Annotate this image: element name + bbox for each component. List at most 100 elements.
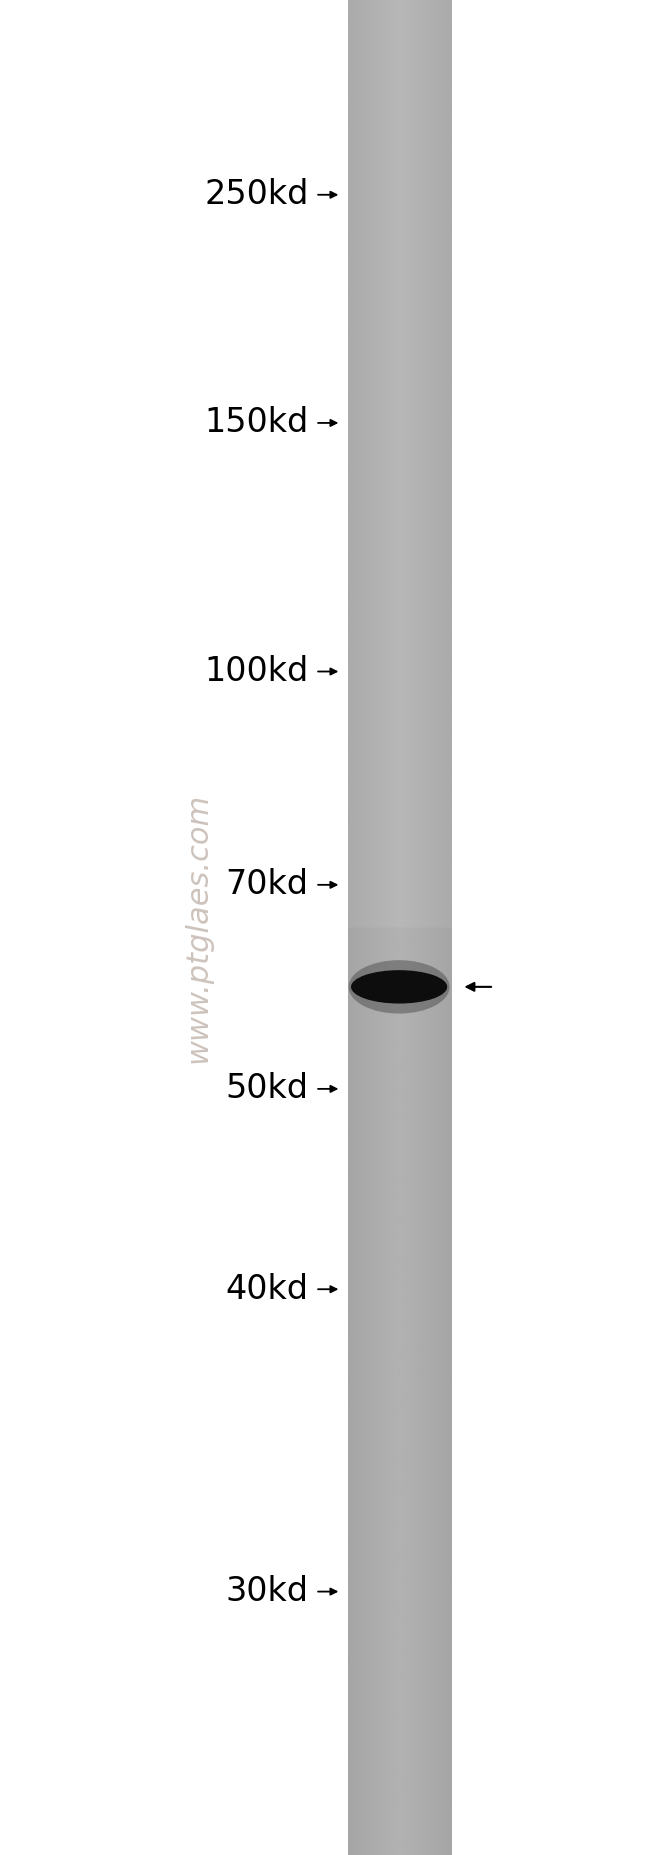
Point bbox=[365, 1183, 375, 1213]
Point bbox=[445, 1542, 455, 1571]
Point bbox=[347, 976, 358, 1005]
Point bbox=[364, 1831, 374, 1855]
Point bbox=[355, 280, 365, 310]
Point bbox=[374, 1430, 384, 1460]
Point bbox=[407, 1070, 417, 1100]
Point bbox=[415, 1319, 426, 1349]
Point bbox=[357, 1015, 367, 1044]
Point bbox=[352, 1482, 362, 1512]
Point bbox=[439, 1215, 449, 1245]
Point bbox=[373, 269, 384, 299]
Point bbox=[391, 1324, 402, 1354]
Point bbox=[400, 1106, 410, 1135]
Point bbox=[405, 929, 415, 959]
Point bbox=[365, 909, 375, 939]
Point bbox=[398, 755, 408, 785]
Point bbox=[440, 1211, 450, 1241]
Point bbox=[353, 61, 363, 91]
Point bbox=[349, 406, 359, 436]
Point bbox=[405, 479, 415, 508]
Point bbox=[439, 714, 450, 744]
Point bbox=[384, 1538, 394, 1567]
Point bbox=[385, 890, 395, 920]
Point bbox=[400, 1269, 411, 1298]
Point bbox=[369, 879, 379, 909]
Point bbox=[383, 317, 393, 347]
Point bbox=[383, 1048, 393, 1078]
Point bbox=[387, 955, 398, 985]
Point bbox=[374, 22, 384, 52]
Point bbox=[384, 1269, 395, 1298]
Point bbox=[437, 482, 447, 512]
Point bbox=[369, 1529, 380, 1558]
Point bbox=[351, 1291, 361, 1321]
Point bbox=[400, 887, 411, 916]
Point bbox=[424, 349, 434, 378]
Point bbox=[387, 419, 398, 449]
Point bbox=[445, 714, 455, 744]
Point bbox=[447, 848, 457, 877]
Point bbox=[419, 629, 429, 659]
Point bbox=[398, 1816, 408, 1846]
Point bbox=[350, 456, 360, 486]
Point bbox=[411, 1356, 422, 1386]
Point bbox=[344, 386, 355, 416]
Point bbox=[391, 1590, 401, 1619]
Point bbox=[412, 1801, 423, 1831]
Point bbox=[385, 1478, 396, 1508]
Point bbox=[444, 1499, 454, 1529]
Point bbox=[439, 460, 449, 490]
Point bbox=[445, 180, 456, 210]
Point bbox=[409, 1475, 419, 1504]
Point bbox=[410, 1499, 421, 1529]
Point bbox=[375, 466, 385, 495]
Point bbox=[357, 1256, 367, 1286]
Point bbox=[410, 399, 420, 429]
Point bbox=[364, 24, 374, 54]
Point bbox=[406, 1554, 416, 1584]
Point bbox=[370, 1106, 381, 1135]
Point bbox=[421, 410, 432, 440]
Point bbox=[424, 787, 434, 816]
Point bbox=[383, 1781, 393, 1810]
Point bbox=[410, 76, 421, 106]
Point bbox=[351, 1298, 361, 1328]
Point bbox=[400, 694, 410, 723]
Point bbox=[432, 1701, 442, 1731]
Point bbox=[426, 842, 437, 872]
Point bbox=[352, 579, 363, 608]
Point bbox=[379, 11, 389, 41]
Point bbox=[402, 141, 413, 171]
Point bbox=[411, 952, 421, 981]
Point bbox=[402, 1104, 412, 1133]
Point bbox=[377, 510, 387, 540]
Point bbox=[376, 1480, 386, 1510]
Point bbox=[445, 831, 455, 861]
Point bbox=[393, 779, 403, 809]
Point bbox=[355, 929, 365, 959]
Point bbox=[343, 1569, 353, 1599]
Point bbox=[378, 540, 388, 569]
Point bbox=[411, 393, 421, 423]
Point bbox=[377, 1614, 387, 1644]
Point bbox=[441, 236, 451, 265]
Point bbox=[404, 1835, 415, 1855]
Point bbox=[406, 1388, 417, 1417]
Point bbox=[426, 315, 437, 345]
Point bbox=[408, 636, 419, 666]
Point bbox=[359, 429, 370, 458]
Point bbox=[445, 1247, 455, 1276]
Point bbox=[396, 1371, 406, 1401]
Point bbox=[421, 191, 431, 221]
Point bbox=[372, 1439, 383, 1469]
Point bbox=[423, 241, 434, 271]
Point bbox=[404, 1373, 415, 1402]
Point bbox=[434, 722, 445, 751]
Point bbox=[404, 1671, 415, 1701]
Point bbox=[352, 299, 363, 328]
Point bbox=[376, 69, 386, 98]
Point bbox=[395, 1551, 406, 1580]
Point bbox=[408, 1469, 419, 1499]
Point bbox=[358, 811, 368, 840]
Point bbox=[358, 367, 368, 397]
